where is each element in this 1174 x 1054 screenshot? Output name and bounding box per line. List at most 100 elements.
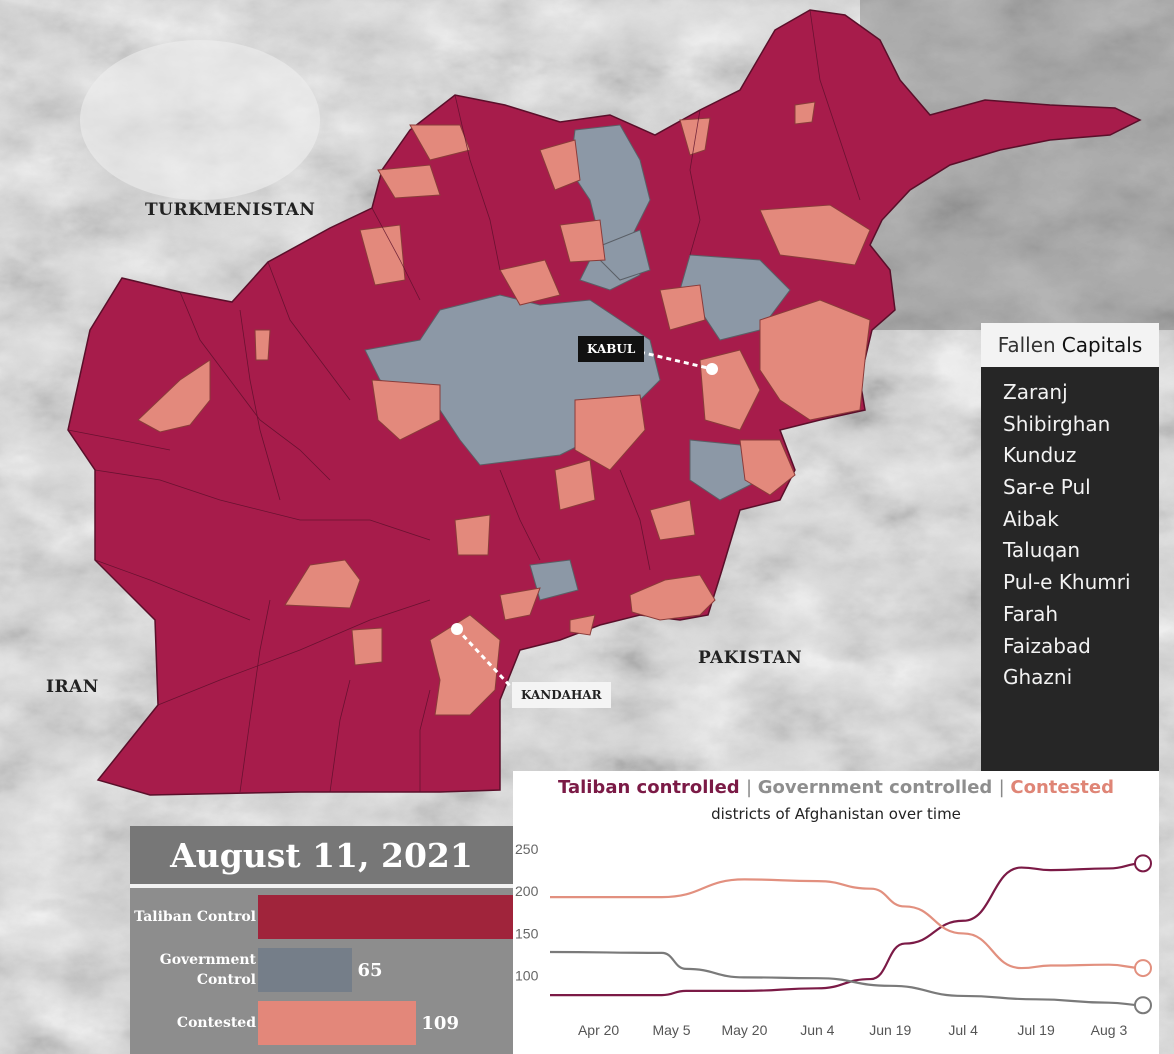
capital-item: Aibak (1003, 506, 1059, 531)
chart-legend-title: Taliban controlled | Government controll… (513, 777, 1159, 798)
contested-south-2 (554, 459, 596, 511)
summary-label-contested: Contested (176, 1014, 256, 1031)
border-line (619, 469, 651, 571)
y-tick-label: 200 (515, 883, 539, 899)
kabul-connector (639, 350, 713, 371)
contested-west-2 (254, 329, 271, 361)
contested-north-5 (559, 219, 606, 263)
contested-southwest (284, 559, 361, 609)
summary-bar-contested (258, 1001, 417, 1045)
series-endpoint (1134, 959, 1152, 978)
kandahar-connector (455, 627, 514, 690)
city-label-kandahar: KANDAHAR (512, 682, 611, 708)
legend-government: Government controlled (757, 777, 993, 798)
capital-item: Zaranj (1003, 380, 1068, 404)
contested-east-3 (739, 439, 796, 496)
capital-item: Kunduz (1003, 443, 1077, 468)
summary-row-government: Government Control 65 (130, 948, 513, 992)
contested-central-3 (659, 284, 706, 331)
border-line (239, 309, 281, 501)
y-tick-label: 150 (515, 925, 539, 941)
contested-south-1 (454, 514, 491, 556)
x-tick-label: May 20 (721, 1022, 767, 1038)
contested-north-4 (499, 259, 561, 306)
capital-item: Farah (1003, 601, 1059, 626)
districts-over-time-chart: Taliban controlled | Government controll… (513, 771, 1159, 1054)
border-line (94, 469, 431, 541)
fallen-capitals-header-bold: Capitals (1061, 333, 1143, 357)
series-endpoint (1134, 854, 1152, 873)
legend-taliban: Taliban controlled (557, 777, 740, 798)
summary-bar-government (258, 948, 353, 992)
contested-west-1 (137, 359, 211, 433)
line-chart-svg: 100 150 200 250 Apr 20 May 5 May 20 Jun 4 Jun 19… (515, 841, 1152, 1038)
contested-districts (137, 101, 871, 716)
summary-row-taliban: Taliban Control 233 (130, 895, 639, 939)
border-line (329, 679, 351, 793)
contested-kandahar-1 (429, 614, 501, 716)
x-tick-label: Aug 3 (1091, 1022, 1128, 1038)
kabul-dot (706, 363, 718, 375)
border-line (94, 559, 251, 621)
fallen-capitals-header: Fallen Capitals (981, 323, 1159, 367)
capital-item: Pul-e Khumri (1003, 570, 1131, 595)
y-tick-label: 250 (515, 841, 539, 857)
border-line (689, 109, 701, 256)
control-summary-panel: August 11, 2021 Taliban Control 233 Gove… (130, 826, 639, 1054)
summary-label-taliban: Taliban Control (134, 908, 256, 925)
x-tick-label: Jun 4 (800, 1022, 834, 1038)
border-line (67, 429, 171, 451)
contested-southeast-2 (649, 499, 696, 541)
x-tick-label: Jul 4 (948, 1022, 978, 1038)
capital-item: Faizabad (1003, 633, 1091, 658)
gov-mazar (589, 229, 651, 281)
x-tick-label: Apr 20 (578, 1022, 619, 1038)
border-line (419, 689, 431, 792)
legend-contested: Contested (1010, 777, 1115, 798)
x-tick-label: Jul 19 (1017, 1022, 1055, 1038)
legend-separator: | (998, 777, 1011, 798)
capital-item: Taluqan (1003, 538, 1081, 563)
country-label-iran: IRAN (46, 677, 99, 697)
contested-north-3 (539, 139, 581, 191)
summary-row-contested: Contested 109 (130, 1001, 513, 1045)
contested-east-1 (759, 299, 871, 421)
kandahar-dot (451, 623, 463, 635)
y-tick-label: 100 (515, 968, 539, 984)
summary-value-government: 65 (357, 959, 383, 981)
fallen-capitals-panel: Fallen Capitals Zaranj Shibirghan Kunduz… (981, 323, 1159, 771)
contested-south-3 (569, 614, 596, 636)
series-line (550, 862, 1144, 997)
caspian-plain (80, 40, 320, 200)
series-line (549, 950, 1144, 1007)
capital-item: Shibirghan (1003, 411, 1111, 436)
contested-north-1 (377, 164, 441, 199)
border-line (371, 207, 421, 301)
contested-ne-3 (794, 101, 816, 125)
legend-separator: | (745, 777, 758, 798)
x-tick-label: May 5 (652, 1022, 690, 1038)
summary-value-contested: 109 (421, 1012, 459, 1034)
capital-item: Ghazni (1003, 665, 1073, 690)
contested-north-2 (409, 124, 471, 161)
border-line (267, 261, 351, 401)
fallen-capitals-header-prefix: Fallen (997, 333, 1056, 357)
contested-helmand (351, 627, 383, 666)
contested-southeast-1 (629, 574, 716, 621)
contested-ne-1 (759, 204, 871, 266)
country-label-turkmenistan: TURKMENISTAN (145, 200, 316, 220)
contested-ne-2 (679, 117, 711, 156)
contested-west-3 (359, 224, 406, 286)
series-line (550, 878, 1144, 970)
summary-label-government: Government Control (159, 951, 256, 988)
border-line (157, 599, 431, 706)
contested-central-2 (574, 394, 646, 471)
border-line (499, 469, 541, 561)
country-label-pakistan: PAKISTAN (698, 648, 803, 668)
border-line (454, 94, 501, 271)
contested-kandahar-2 (499, 587, 541, 621)
fallen-capitals-list: Zaranj Shibirghan Kunduz Sar-e Pul Aibak… (981, 367, 1159, 694)
district-borders (67, 9, 861, 793)
series-endpoint (1134, 996, 1152, 1015)
